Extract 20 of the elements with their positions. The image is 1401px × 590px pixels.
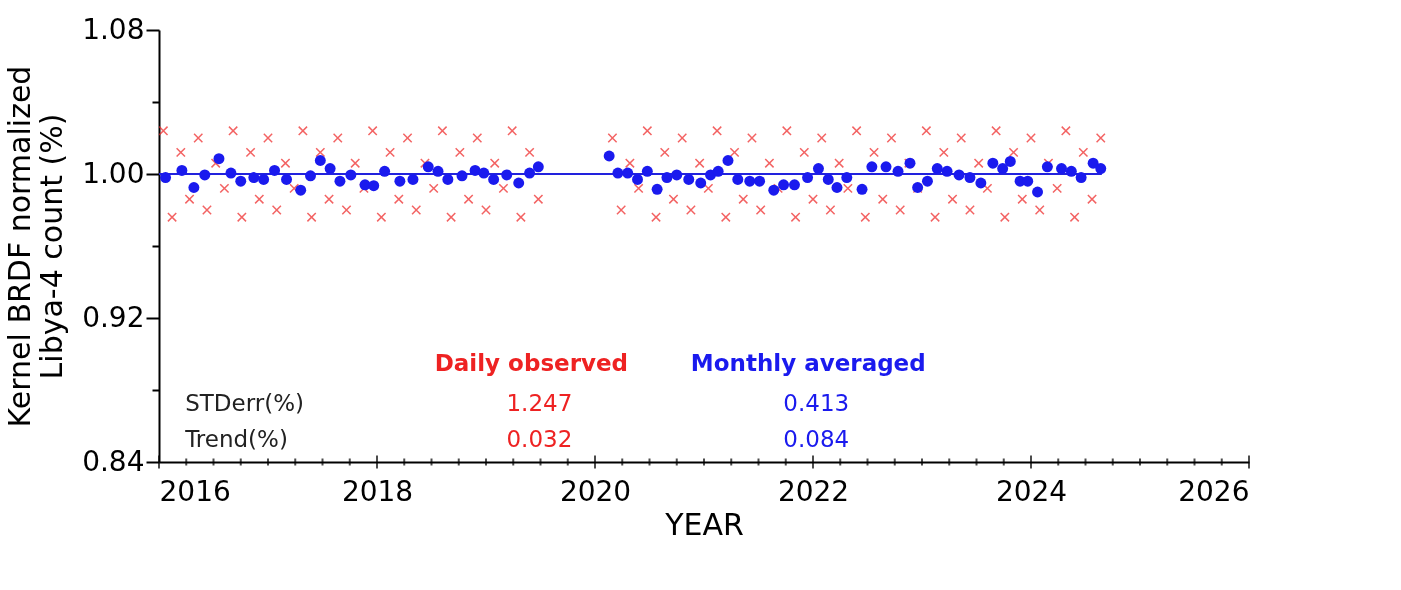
x-tick-label: 2024 (995, 474, 1068, 508)
text: Daily observed (434, 349, 629, 376)
text: Monthly averaged (690, 349, 926, 376)
y-tick-label: 0.92 (82, 300, 145, 334)
annotation: Trend(%) (184, 425, 288, 452)
y-tick-label: 0.84 (82, 444, 145, 478)
x-tick-label: 2026 (1178, 474, 1250, 508)
annotation: 0.413 (783, 390, 850, 417)
y-tick-label: 1.00 (82, 156, 145, 190)
annotation: 1.247 (506, 390, 573, 417)
y-tick-label: 1.08 (82, 12, 145, 46)
y-axis-title: Kernel BRDF normalized Libya-4 count (%) (2, 65, 70, 428)
x-tick-label: 2020 (559, 474, 632, 508)
annotation: 0.032 (506, 425, 573, 452)
annotation: STDerr(%) (185, 390, 304, 417)
x-tick-label: 2016 (159, 474, 231, 508)
x-axis-title: YEAR (664, 506, 744, 542)
x-tick-label: 2022 (777, 474, 850, 508)
annotation: 0.084 (783, 425, 850, 452)
x-tick-label: 2018 (341, 474, 414, 508)
